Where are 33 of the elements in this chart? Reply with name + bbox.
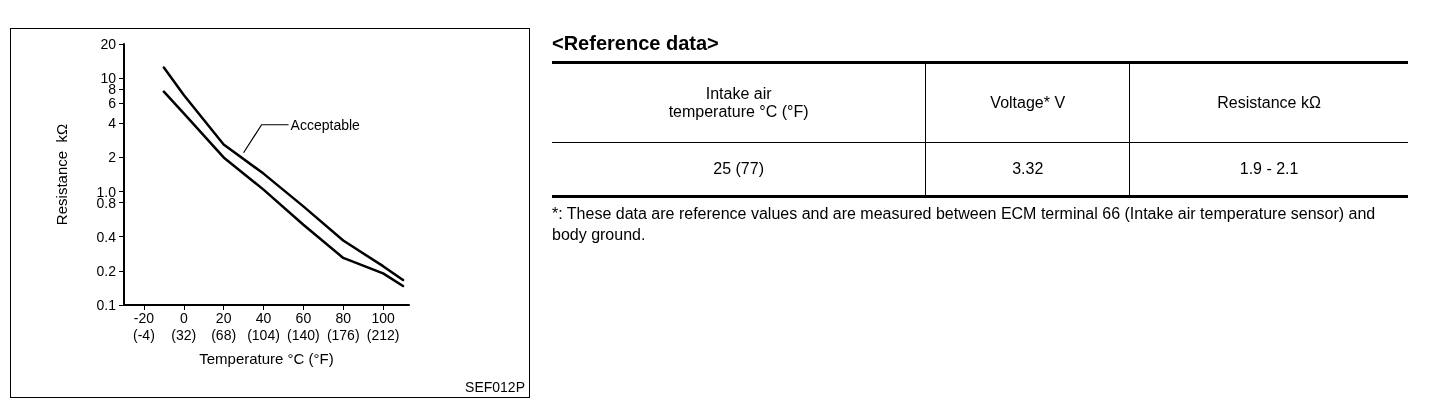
x-axis-title: Temperature °C (°F) [199,350,334,367]
text: Intake air temperature °C (°F) [552,62,926,143]
text: Resistance kΩ [1129,62,1408,143]
text: 3.32 [925,142,1130,197]
y-tick-label: 6 [108,95,117,112]
x-tick-label: 0 [179,310,188,326]
x-tick-label: 100 [371,310,395,326]
text: 1.9 - 2.1 [1129,142,1408,197]
y-axis-title: Resistance kΩ [53,123,70,226]
x2-tick-label: (104) [247,327,280,343]
y-tick-label: 4 [108,115,117,132]
x2-tick-label: (-4) [133,327,155,343]
x-tick-label: 20 [215,310,232,326]
x-tick-label: 60 [295,310,312,326]
y-tick-label: 0.4 [96,228,117,245]
text: *: These data are reference values and are measured between ECM terminal 66 (Intake air temperature sensor) and body ground. [552,204,1377,245]
text: SEF012P [465,379,525,395]
x-tick-label: 80 [335,310,352,326]
y-tick-label: 2 [108,149,117,166]
y-tick-label: 0.2 [96,262,117,279]
x2-tick-label: (176) [326,327,360,343]
x2-tick-label: (68) [211,327,237,343]
text: <Reference data> [552,32,720,55]
x-tick-label: 40 [255,310,272,326]
y-tick-label: 0.1 [96,297,117,313]
x-tick-label: -20 [133,310,155,326]
text: Voltage* V [925,62,1130,143]
x2-tick-label: (212) [366,327,400,343]
y-tick-label: 20 [100,36,117,52]
text: 25 (77) [712,159,765,179]
annotation: Acceptable [290,116,361,133]
x2-tick-label: (140) [287,327,320,343]
x2-tick-label: (32) [171,327,197,343]
